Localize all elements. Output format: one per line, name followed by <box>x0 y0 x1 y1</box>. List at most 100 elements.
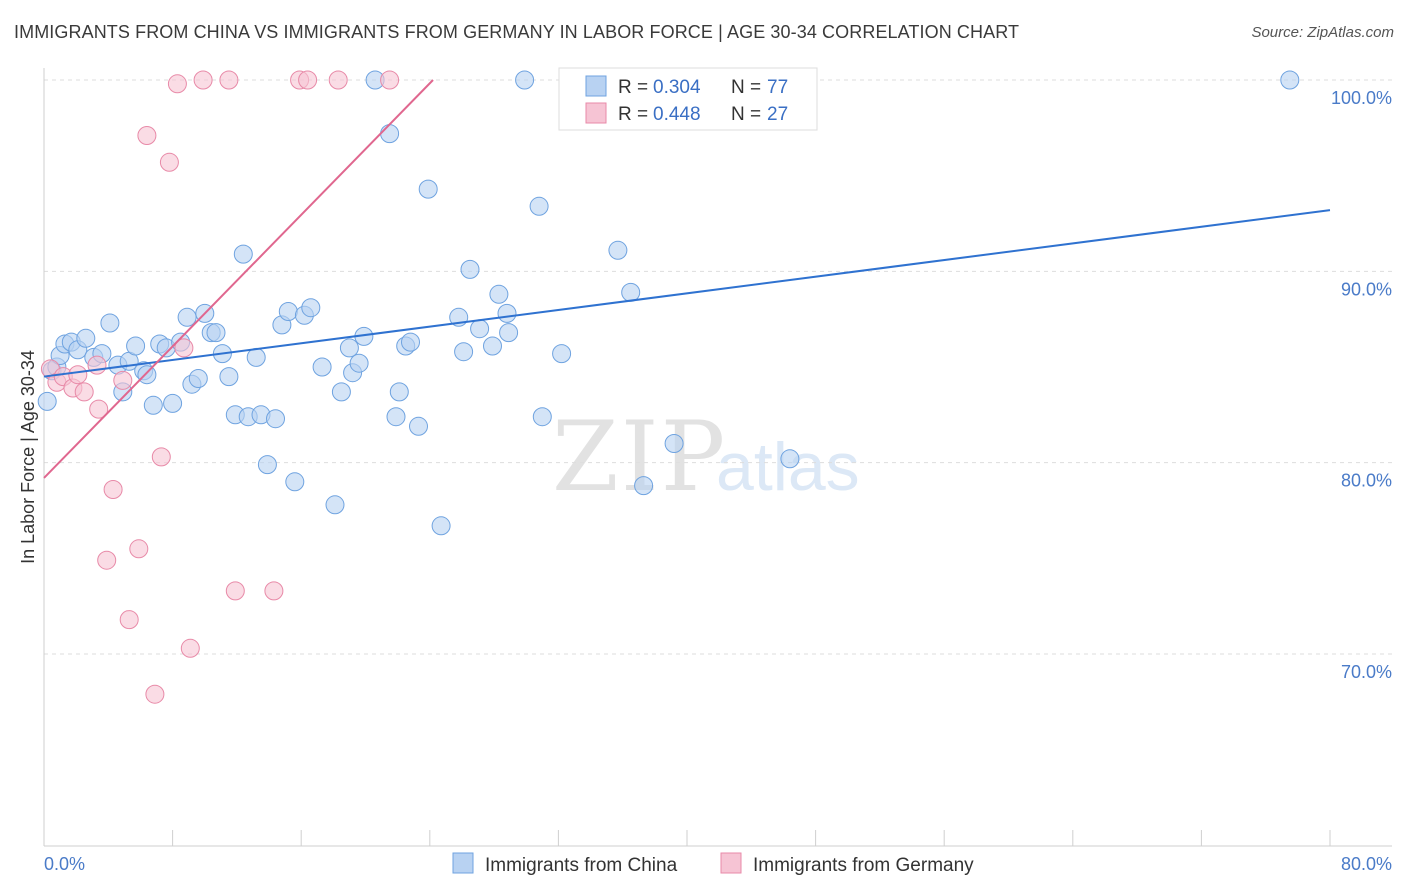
china-point-68 <box>532 407 552 427</box>
china-point-59 <box>454 342 474 362</box>
legend-swatch-germany <box>585 102 607 124</box>
china-point-47 <box>349 353 369 373</box>
x-tick-label-max: 80.0% <box>1341 854 1392 874</box>
germany-point-20 <box>193 70 213 90</box>
germany-point-13 <box>137 126 157 145</box>
china-point-17 <box>143 395 163 415</box>
y-tick-labels: 70.0% 80.0% 90.0% 100.0% <box>1331 88 1392 682</box>
china-point-42 <box>312 357 332 377</box>
china-point-62 <box>483 336 502 356</box>
china-point-43 <box>325 495 345 515</box>
y-tick-label-0: 70.0% <box>1341 662 1392 682</box>
china-point-14 <box>126 336 146 356</box>
x-ticks <box>172 830 1331 846</box>
china-point-66 <box>515 70 535 90</box>
china-point-29 <box>219 367 239 387</box>
china-point-10 <box>100 313 120 333</box>
germany-point-27 <box>380 70 400 90</box>
legend-china-r-label: R = <box>618 77 648 98</box>
germany-point-25 <box>298 70 318 90</box>
germany-point-12 <box>129 539 149 559</box>
china-point-76 <box>1280 70 1300 90</box>
germany-point-16 <box>159 152 179 172</box>
china-point-72 <box>621 282 641 302</box>
china-point-36 <box>266 409 285 429</box>
china-point-39 <box>285 472 305 492</box>
china-point-75 <box>780 449 800 469</box>
germany-point-5 <box>74 382 94 402</box>
watermark: ZIP atlas <box>552 401 860 513</box>
source-credit: Source: ZipAtlas.com <box>1251 24 1394 41</box>
china-point-0 <box>37 391 57 411</box>
germany-trend-line <box>43 79 434 479</box>
china-point-61 <box>470 319 490 339</box>
axes <box>43 68 1392 847</box>
china-point-71 <box>608 240 628 260</box>
germany-point-22 <box>225 581 245 601</box>
china-point-56 <box>418 179 438 199</box>
germany-point-10 <box>113 370 133 390</box>
series-legend-swatch-china <box>452 852 474 874</box>
china-point-63 <box>489 284 509 304</box>
series-legend-china: Immigrants from China <box>485 855 678 876</box>
china-point-38 <box>278 302 298 321</box>
china-point-41 <box>301 298 321 318</box>
legend-germany-r-value: 0.448 <box>653 104 701 125</box>
trend-lines <box>43 79 1331 479</box>
germany-point-15 <box>151 447 171 467</box>
germany-point-26 <box>328 70 348 90</box>
china-point-22 <box>177 307 197 327</box>
china-point-45 <box>339 338 359 358</box>
china-point-35 <box>257 455 277 475</box>
series-legend: Immigrants from China Immigrants from Ge… <box>452 852 974 876</box>
series-china-points <box>37 70 1300 536</box>
gridlines <box>44 79 1392 655</box>
china-point-7 <box>76 328 96 348</box>
legend-swatch-china <box>585 75 607 97</box>
china-point-64 <box>497 303 517 323</box>
china-point-24 <box>188 369 208 388</box>
legend-china-n-label: N = <box>731 77 761 98</box>
china-point-69 <box>552 344 572 364</box>
china-trend-line <box>43 209 1331 378</box>
china-point-51 <box>386 407 406 427</box>
china-point-60 <box>460 259 480 279</box>
legend-china-r-value: 0.304 <box>653 77 701 98</box>
germany-point-23 <box>264 581 284 601</box>
china-point-16 <box>137 365 157 385</box>
legend-germany-r-label: R = <box>618 104 648 125</box>
y-tick-label-3: 100.0% <box>1331 88 1392 108</box>
watermark-zip: ZIP <box>552 401 727 513</box>
china-point-52 <box>389 382 409 402</box>
china-point-50 <box>380 124 400 144</box>
legend-germany-n-label: N = <box>731 104 761 125</box>
china-point-55 <box>409 416 428 436</box>
china-point-57 <box>431 516 451 536</box>
legend-china-n-value: 77 <box>767 77 788 98</box>
china-point-33 <box>246 347 266 367</box>
china-point-54 <box>401 332 420 352</box>
legend-germany-n-value: 27 <box>767 104 788 125</box>
china-point-44 <box>331 382 351 402</box>
y-tick-label-2: 90.0% <box>1341 279 1392 299</box>
germany-point-4 <box>68 365 88 385</box>
chart-title: IMMIGRANTS FROM CHINA VS IMMIGRANTS FROM… <box>14 22 1020 42</box>
china-point-31 <box>233 244 253 264</box>
germany-point-7 <box>89 399 109 419</box>
y-axis-title: In Labor Force | Age 30-34 <box>18 350 38 564</box>
germany-point-9 <box>103 480 123 499</box>
china-point-20 <box>163 393 183 413</box>
series-legend-swatch-germany <box>720 852 742 874</box>
germany-point-18 <box>174 338 194 358</box>
china-point-74 <box>664 434 684 453</box>
correlation-legend: R = 0.304 N = 77 R = 0.448 N = 27 <box>558 67 818 131</box>
germany-point-8 <box>97 550 117 570</box>
germany-point-17 <box>167 74 187 94</box>
china-point-67 <box>529 196 549 216</box>
germany-point-14 <box>145 684 165 704</box>
germany-point-19 <box>180 638 200 658</box>
germany-point-11 <box>119 610 139 630</box>
series-legend-germany: Immigrants from Germany <box>753 855 974 876</box>
y-tick-label-1: 80.0% <box>1341 471 1392 491</box>
